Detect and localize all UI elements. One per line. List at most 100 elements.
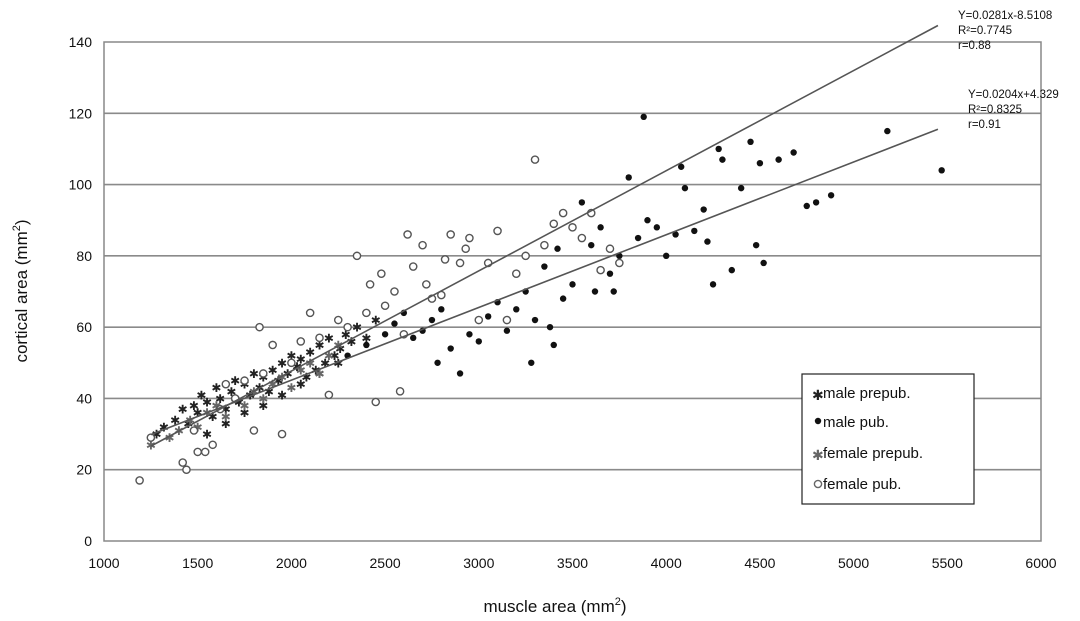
data-point: ✱ — [346, 335, 356, 349]
legend-item-male-prepub: ✱ male prepub. — [812, 385, 911, 404]
data-point — [756, 159, 764, 167]
data-point — [550, 341, 557, 349]
data-point — [296, 337, 306, 346]
legend-label: female prepub. — [823, 445, 923, 462]
data-point: ✱ — [320, 356, 330, 370]
data-point — [456, 370, 464, 377]
data-point: ✱ — [170, 413, 180, 427]
data-point: ✱ — [277, 388, 287, 402]
data-point — [324, 390, 334, 400]
data-point: ✱ — [211, 399, 221, 413]
data-point — [249, 426, 259, 435]
data-point: ✱ — [273, 374, 283, 388]
data-point — [672, 231, 679, 238]
data-point — [434, 359, 441, 366]
data-point: ✱ — [258, 392, 268, 406]
data-point — [381, 331, 389, 338]
data-point — [377, 269, 386, 278]
data-point: ✱ — [189, 399, 199, 413]
x-tick-label: 5000 — [838, 555, 869, 571]
data-point: ✱ — [292, 360, 302, 374]
data-point — [812, 199, 820, 206]
data-point: ✱ — [283, 367, 293, 381]
data-point: ✱ — [305, 346, 315, 360]
data-point — [365, 280, 375, 289]
data-point — [803, 202, 810, 210]
x-axis-label: muscle area (mm2) — [483, 596, 626, 616]
data-point — [558, 208, 568, 218]
x-tick-label: 1500 — [182, 555, 213, 571]
data-point — [531, 316, 539, 324]
data-point: ✱ — [178, 403, 188, 417]
data-point: ✱ — [215, 392, 225, 406]
data-point — [208, 440, 217, 450]
data-point — [503, 327, 511, 334]
upper-equation: Y=0.0281x-8.5108 — [958, 10, 1052, 22]
data-point — [728, 266, 735, 274]
data-point — [884, 127, 891, 135]
data-point: ✱ — [165, 431, 175, 445]
data-point: ✱ — [286, 381, 296, 395]
data-point — [597, 224, 604, 231]
data-point — [775, 156, 782, 163]
data-point — [610, 288, 617, 295]
data-point — [428, 316, 436, 324]
data-point: ✱ — [301, 371, 311, 385]
y-tick-label: 40 — [76, 390, 92, 406]
y-tick-label: 120 — [69, 105, 93, 121]
data-point — [363, 341, 370, 349]
legend: ✱ male prepub. male pub. ✱ female prepub… — [801, 373, 975, 505]
data-point — [578, 199, 586, 206]
data-point — [189, 426, 199, 435]
data-point — [410, 334, 417, 342]
data-point: ✱ — [352, 321, 362, 335]
data-point: ✱ — [324, 349, 334, 363]
data-point — [715, 145, 722, 153]
star-marker-icon: ✱ — [812, 448, 824, 464]
data-point: ✱ — [221, 403, 231, 417]
data-point: ✱ — [221, 410, 231, 424]
data-point — [390, 287, 399, 296]
y-tick-label: 60 — [76, 319, 92, 335]
x-tick-label: 4000 — [651, 555, 682, 571]
data-point — [577, 233, 587, 243]
x-tick-label: 2500 — [370, 555, 401, 571]
data-point — [528, 359, 535, 366]
data-point — [258, 369, 268, 378]
data-point — [146, 433, 156, 442]
data-point — [511, 269, 521, 278]
data-point — [475, 338, 482, 345]
x-tick-label: 5500 — [932, 555, 963, 571]
data-point: ✱ — [305, 356, 315, 370]
data-point: ✱ — [202, 395, 212, 409]
data-point: ✱ — [183, 417, 193, 431]
legend-label: female pub. — [823, 476, 901, 493]
ring-marker-icon — [813, 479, 823, 489]
x-tick-label: 3000 — [463, 555, 494, 571]
data-point — [588, 241, 595, 249]
data-point: ✱ — [221, 417, 231, 431]
series-male-prepub: ✱✱✱✱✱✱✱✱✱✱✱✱✱✱✱✱✱✱✱✱✱✱✱✱✱✱✱✱✱✱✱✱✱✱✱✱✱✱✱✱… — [151, 314, 380, 442]
data-point: ✱ — [335, 342, 345, 356]
data-point — [790, 149, 797, 156]
data-point — [554, 245, 561, 252]
data-point — [605, 244, 615, 254]
data-point: ✱ — [361, 331, 371, 345]
x-tick-label: 6000 — [1025, 555, 1056, 571]
data-point — [747, 138, 754, 145]
lower-r-squared: R²=0.8325 — [968, 104, 1022, 116]
data-point — [315, 333, 324, 343]
data-point — [677, 163, 685, 170]
data-point — [408, 262, 418, 271]
data-point: ✱ — [314, 367, 324, 381]
data-point — [938, 167, 945, 174]
data-point: ✱ — [159, 420, 169, 434]
data-point — [465, 233, 474, 243]
plot-frame — [103, 41, 1042, 542]
data-point — [333, 315, 343, 325]
data-point: ✱ — [268, 378, 278, 392]
data-point: ✱ — [226, 385, 236, 399]
data-point — [277, 429, 287, 439]
data-point — [644, 217, 651, 224]
data-point — [403, 230, 412, 239]
